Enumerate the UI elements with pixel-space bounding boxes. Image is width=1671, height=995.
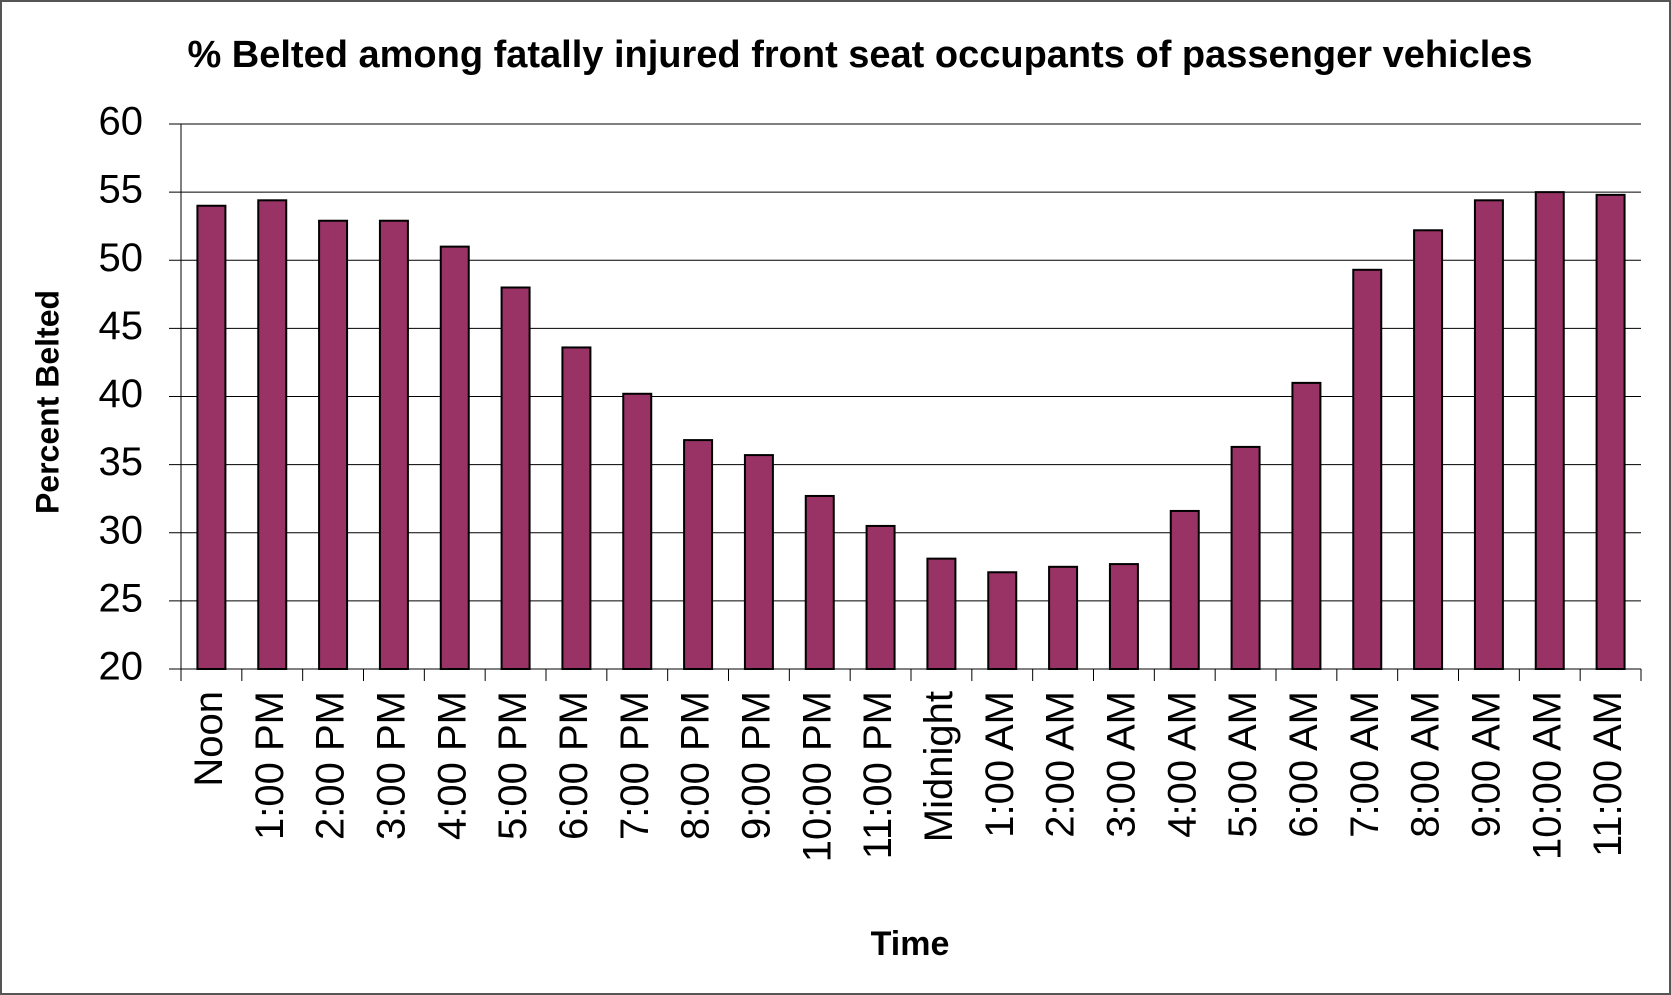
bar [318, 219, 349, 671]
x-tick-label: 8:00 AM [1404, 691, 1448, 838]
bar [561, 346, 592, 670]
x-tick-label: 2:00 PM [309, 691, 353, 840]
bar [926, 557, 957, 671]
x-tick-label: 7:00 AM [1343, 691, 1387, 838]
bar [987, 571, 1018, 671]
x-tick-label: 2:00 AM [1039, 691, 1083, 838]
bar [1291, 381, 1322, 670]
x-tick-label: 11:00 AM [1586, 691, 1630, 857]
x-tick-label: 5:00 AM [1221, 691, 1265, 838]
y-tick-label: 20 [99, 645, 144, 689]
x-tick-label: 7:00 PM [613, 691, 657, 840]
bar [1048, 565, 1079, 670]
bar [1534, 191, 1565, 670]
x-axis-label: Time [871, 925, 950, 963]
bar [683, 439, 714, 670]
bar [804, 494, 835, 670]
x-tick-label: 9:00 AM [1464, 691, 1508, 838]
y-tick-label: 55 [99, 168, 144, 212]
chart-title: % Belted among fatally injured front sea… [187, 34, 1532, 76]
x-tick-label: 6:00 AM [1282, 691, 1326, 838]
bar [500, 286, 531, 670]
bar [257, 199, 288, 671]
y-tick-label: 50 [99, 236, 144, 280]
y-tick-label: 60 [99, 100, 144, 144]
y-tick-label: 40 [99, 372, 144, 416]
x-tick-label: Noon [187, 691, 231, 787]
bar [1595, 193, 1626, 670]
x-tick-label: Midnight [917, 691, 961, 842]
bar [1352, 268, 1383, 670]
x-tick-label: 1:00 AM [978, 691, 1022, 838]
x-tick-label: 10:00 AM [1525, 691, 1569, 860]
x-tick-label: 3:00 PM [369, 691, 413, 840]
x-tick-label: 3:00 AM [1099, 691, 1143, 838]
bar [1169, 509, 1200, 671]
y-axis-label: Percent Belted [29, 290, 65, 514]
x-tick-label: 4:00 AM [1160, 691, 1204, 838]
bar [1473, 199, 1504, 671]
x-tick-label: 8:00 PM [674, 691, 718, 840]
x-tick-label: 9:00 PM [734, 691, 778, 840]
x-tick-label: 6:00 PM [552, 691, 596, 840]
x-tick-label: 5:00 PM [491, 691, 535, 840]
bar [196, 204, 227, 670]
y-tick-label: 25 [99, 576, 144, 620]
bar [1230, 445, 1261, 670]
bar [1108, 563, 1139, 671]
bar [1413, 229, 1444, 670]
y-tick-label: 35 [99, 440, 144, 484]
bar [865, 524, 896, 670]
x-tick-label: 1:00 PM [248, 691, 292, 840]
y-tick-label: 30 [99, 508, 144, 552]
x-tick-label: 11:00 PM [856, 691, 900, 859]
bar [743, 454, 774, 670]
bar [622, 392, 653, 670]
bar [378, 219, 409, 671]
x-tick-label: 4:00 PM [430, 691, 474, 840]
y-tick-label: 45 [99, 304, 144, 348]
bar [439, 245, 470, 670]
x-tick-label: 10:00 PM [795, 691, 839, 862]
